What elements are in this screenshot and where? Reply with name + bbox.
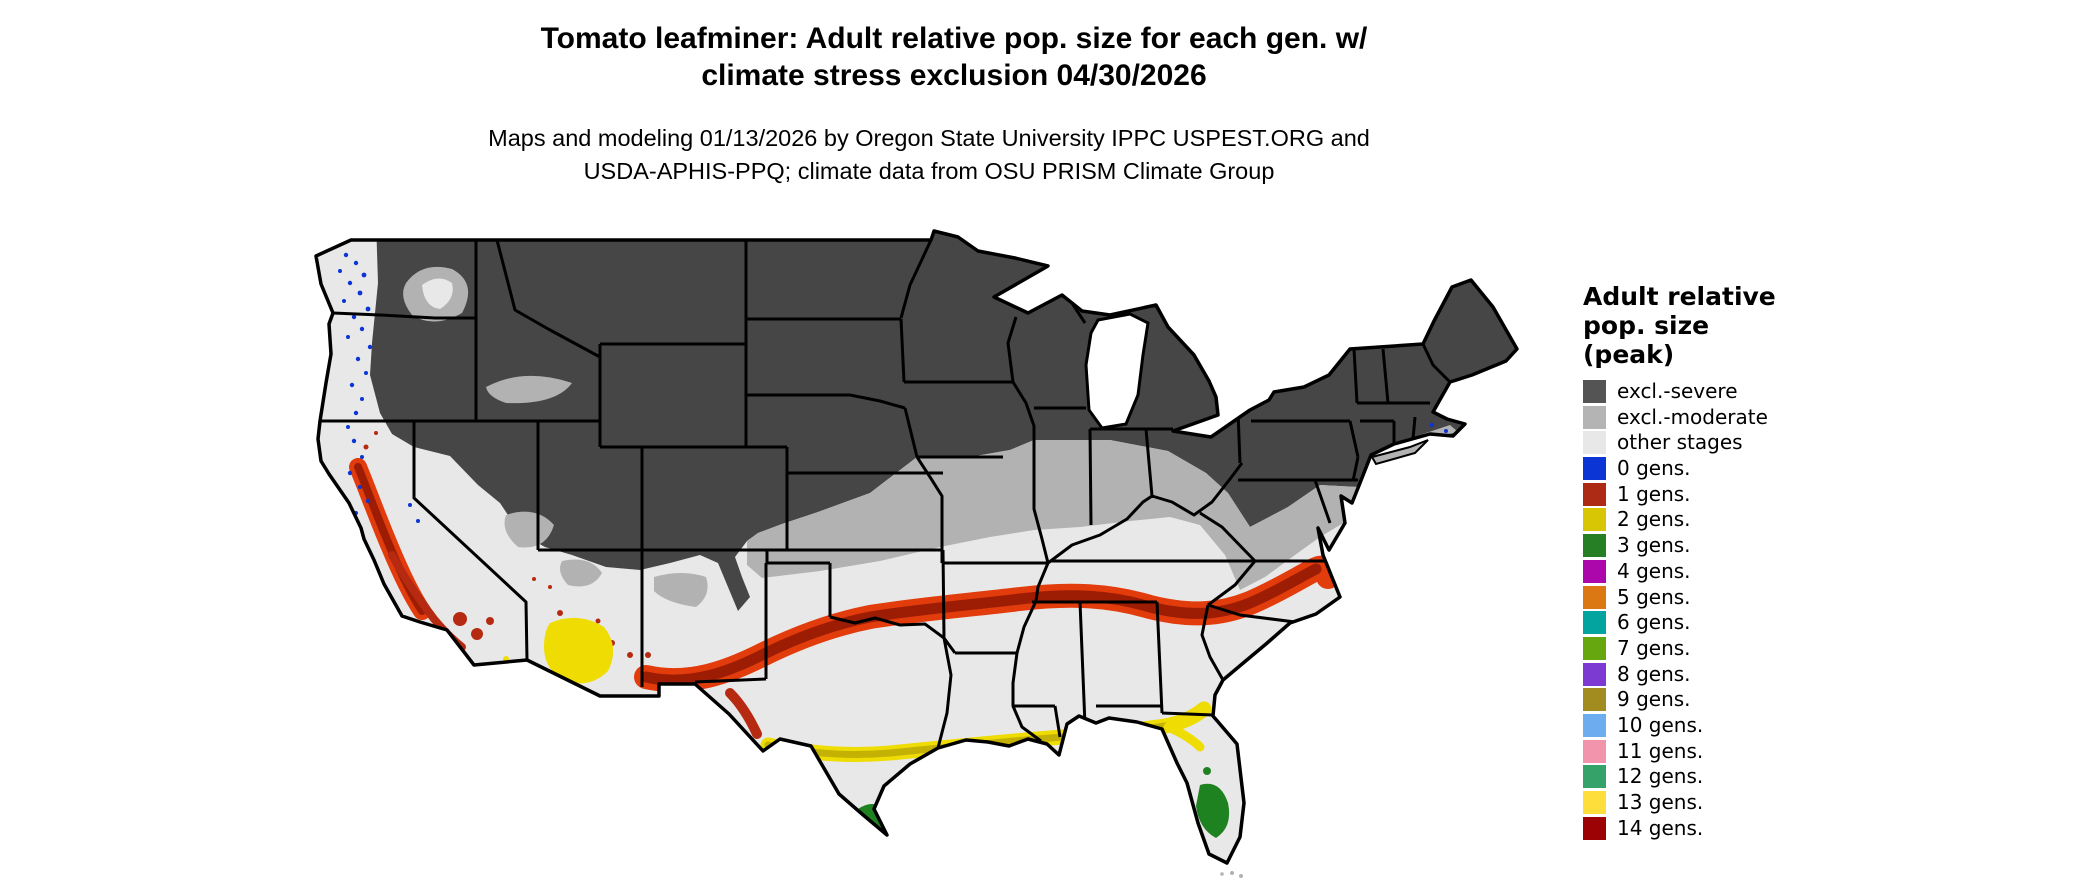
legend-item: 11 gens.	[1583, 738, 1776, 763]
legend-item: 14 gens.	[1583, 815, 1776, 840]
legend-item: 6 gens.	[1583, 610, 1776, 635]
legend-title-line2: pop. size	[1583, 311, 1710, 340]
legend-item-label: 1 gens.	[1617, 481, 1691, 506]
legend-item-label: 3 gens.	[1617, 533, 1691, 558]
legend-item: 1 gens.	[1583, 481, 1776, 506]
long-island	[1370, 439, 1429, 466]
legend-item-label: 5 gens.	[1617, 584, 1691, 609]
map-subtitle-line2: USDA-APHIS-PPQ; climate data from OSU PR…	[583, 158, 1275, 184]
legend-swatch	[1583, 662, 1606, 686]
legend-swatch	[1583, 585, 1606, 609]
legend-item-label: excl.-moderate	[1617, 404, 1768, 429]
state-borders	[320, 239, 1452, 749]
legend-item-label: 4 gens.	[1617, 558, 1691, 583]
legend-item: excl.-moderate	[1583, 404, 1776, 429]
legend-item: 4 gens.	[1583, 558, 1776, 583]
legend-title-line1: Adult relative	[1583, 282, 1776, 311]
map-title: Tomato leafminer: Adult relative pop. si…	[0, 20, 1908, 94]
legend-item-label: 0 gens.	[1617, 456, 1691, 481]
legend-item-label: 6 gens.	[1617, 610, 1691, 635]
legend-item-label: 12 gens.	[1617, 764, 1704, 789]
specks-0-gens	[338, 252, 1461, 523]
legend-item: 10 gens.	[1583, 712, 1776, 737]
region-excl-moderate-band	[747, 440, 1517, 590]
legend-item: excl.-severe	[1583, 380, 1776, 403]
legend-swatch	[1583, 765, 1606, 789]
map-subtitle: Maps and modeling 01/13/2026 by Oregon S…	[0, 122, 1858, 188]
legend: Adult relative pop. size (peak) excl.-se…	[1583, 282, 1776, 842]
legend-swatch	[1583, 482, 1606, 506]
legend-swatch	[1583, 713, 1606, 737]
legend-item-label: 10 gens.	[1617, 712, 1704, 737]
legend-item-label: 11 gens.	[1617, 738, 1704, 763]
legend-swatch	[1583, 534, 1606, 558]
legend-item-label: excl.-severe	[1617, 379, 1738, 403]
legend-item-label: 14 gens.	[1617, 815, 1704, 840]
legend-swatch	[1583, 405, 1606, 429]
legend-item-label: other stages	[1617, 430, 1743, 455]
map-subtitle-line1: Maps and modeling 01/13/2026 by Oregon S…	[488, 125, 1370, 151]
legend-item-label: 2 gens.	[1617, 507, 1691, 532]
legend-item: 13 gens.	[1583, 791, 1776, 814]
legend-swatch	[1583, 611, 1606, 635]
legend-swatch	[1583, 688, 1606, 712]
legend-swatch	[1583, 636, 1606, 660]
legend-title-line3: (peak)	[1583, 340, 1675, 369]
legend-item: other stages	[1583, 430, 1776, 455]
legend-item: 3 gens.	[1583, 533, 1776, 558]
legend-title: Adult relative pop. size (peak)	[1583, 282, 1776, 369]
legend-swatch	[1583, 431, 1606, 455]
blobs-3-gens	[856, 767, 1230, 843]
lake-michigan	[1084, 312, 1150, 430]
legend-item-label: 8 gens.	[1617, 661, 1691, 686]
us-map	[314, 229, 1519, 878]
legend-swatch	[1583, 559, 1606, 583]
legend-item: 0 gens.	[1583, 456, 1776, 481]
legend-item: 9 gens.	[1583, 687, 1776, 712]
legend-swatch	[1583, 739, 1606, 763]
florida-keys	[1220, 871, 1243, 878]
legend-item-label: 13 gens.	[1617, 790, 1704, 814]
legend-item: 2 gens.	[1583, 507, 1776, 532]
legend-swatch	[1583, 508, 1606, 532]
legend-item: 8 gens.	[1583, 661, 1776, 686]
legend-item: 7 gens.	[1583, 635, 1776, 660]
map-title-line1: Tomato leafminer: Adult relative pop. si…	[540, 22, 1368, 55]
legend-item: 5 gens.	[1583, 584, 1776, 609]
legend-swatch	[1583, 816, 1606, 840]
legend-swatch	[1583, 791, 1606, 814]
legend-items: excl.-severe excl.-moderate other stages 0 …	[1583, 380, 1776, 840]
legend-item-label: 9 gens.	[1617, 687, 1691, 712]
map-title-line2: climate stress exclusion 04/30/2026	[701, 59, 1207, 92]
legend-item-label: 7 gens.	[1617, 635, 1691, 660]
legend-item: 12 gens.	[1583, 764, 1776, 789]
legend-swatch	[1583, 380, 1606, 403]
legend-swatch	[1583, 457, 1606, 481]
